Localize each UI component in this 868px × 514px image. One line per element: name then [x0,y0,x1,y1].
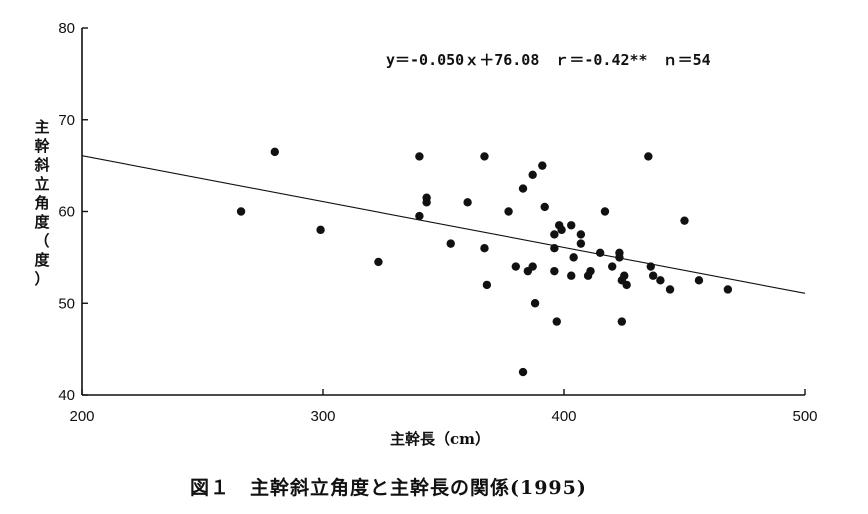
data-point [316,225,325,235]
data-point [694,276,704,285]
x-tick-label: 200 [69,408,94,425]
data-points [236,147,733,377]
data-point [236,207,246,216]
tick-marks [81,27,806,396]
x-tick-label: 300 [310,408,335,425]
y-tick-label: 50 [58,295,75,312]
y-tick-label: 80 [58,20,75,37]
data-point [518,184,528,193]
data-point [620,271,629,280]
data-point [415,211,424,221]
data-point [511,262,520,271]
figure-caption: 図１ 主幹斜立角度と主幹長の関係(1995) [190,476,587,499]
data-point [530,299,540,308]
data-point [723,285,733,294]
y-tick-label: 40 [58,387,75,404]
regression-line [81,155,806,294]
data-point [422,198,431,207]
data-point [576,239,586,248]
tick-labels: 40 50 60 70 80 200 300 400 500 [58,20,817,425]
data-point [557,225,566,235]
data-point [415,152,424,161]
data-point [528,170,537,179]
data-point [617,317,627,326]
data-point [538,161,547,170]
data-point [567,271,576,280]
data-point [656,276,665,285]
data-point [569,253,578,262]
y-tick-label: 70 [58,112,75,129]
data-point [504,207,513,216]
x-tick-label: 500 [792,408,817,425]
data-point [586,266,595,276]
data-point [463,198,472,207]
data-point [482,280,492,290]
data-point [646,262,655,271]
data-point [644,152,653,161]
data-point [518,367,528,377]
data-point [550,244,559,253]
axes [81,28,805,396]
data-point [552,317,561,326]
data-point [608,262,617,271]
x-axis-label: 主幹長（cm） [390,430,490,448]
regression-annotation: y＝-0.050ｘ＋76.08 ｒ＝-0.42** ｎ＝54 [386,51,711,69]
data-point [567,221,576,230]
data-point [528,262,537,271]
data-point [270,147,279,157]
data-point [480,244,489,253]
y-tick-label: 60 [58,204,75,221]
data-point [550,266,559,276]
data-point [648,271,658,280]
data-point [576,230,586,239]
data-point [622,280,631,290]
y-axis-label: 主幹斜立角度（度） [33,118,50,288]
data-point [600,207,610,216]
data-point [595,248,605,257]
data-point [615,253,624,262]
data-point [540,202,549,212]
data-point [480,152,489,161]
data-point [550,230,559,239]
data-point [446,239,455,248]
data-point [665,285,675,294]
data-point [680,216,689,225]
data-point [374,257,383,267]
x-tick-label: 400 [551,408,576,425]
